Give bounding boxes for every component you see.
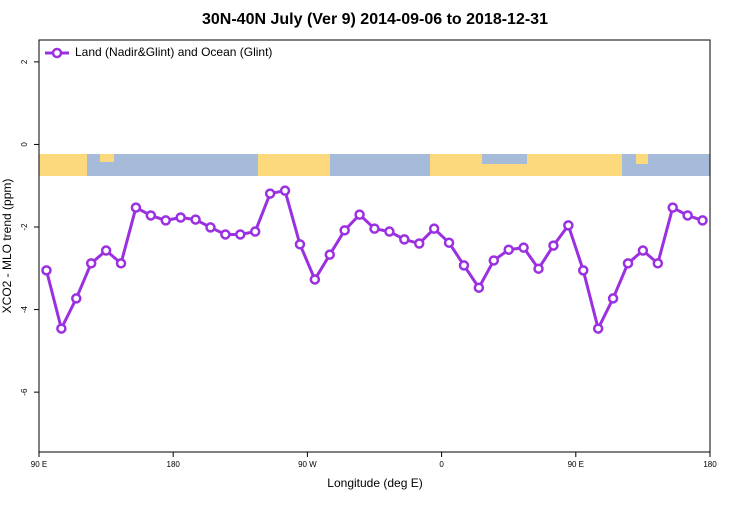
point <box>264 188 276 199</box>
x-tick-label: 90 W <box>298 460 317 469</box>
y-tick-label: -4 <box>20 305 29 313</box>
point <box>652 258 664 269</box>
point <box>56 323 67 334</box>
y-tick-label: 0 <box>20 142 29 147</box>
point <box>622 258 634 269</box>
y-tick-label: -6 <box>20 388 29 396</box>
x-tick-label: 180 <box>703 460 717 469</box>
point <box>145 210 157 221</box>
map-band <box>39 154 710 176</box>
point <box>175 212 186 223</box>
x-tick-label: 90 E <box>31 460 47 469</box>
point <box>354 209 365 220</box>
point <box>443 237 455 248</box>
point <box>130 202 142 213</box>
point <box>279 185 291 196</box>
point <box>637 245 649 256</box>
legend-label: Land (Nadir&Glint) and Ocean (Glint) <box>75 45 272 59</box>
point <box>205 222 216 233</box>
point <box>548 240 559 251</box>
point <box>518 242 529 253</box>
point <box>190 214 201 225</box>
point <box>294 239 306 250</box>
x-axis-label: Longitude (deg E) <box>327 476 422 490</box>
point <box>309 274 321 285</box>
point <box>324 249 336 260</box>
point <box>458 260 470 271</box>
y-tick-label: -2 <box>20 223 29 231</box>
point <box>220 229 231 240</box>
point <box>100 245 112 256</box>
point <box>607 293 619 304</box>
point <box>697 215 708 226</box>
plot-frame <box>38 39 711 453</box>
point <box>339 225 350 236</box>
point <box>682 210 693 221</box>
point <box>533 263 544 274</box>
point <box>235 229 246 240</box>
point <box>563 220 574 231</box>
point <box>71 293 82 304</box>
series-line <box>45 188 704 333</box>
point <box>160 215 171 226</box>
chart-title: 30N-40N July (Ver 9) 2014-09-06 to 2018-… <box>202 11 548 28</box>
point <box>473 282 485 293</box>
point <box>384 226 395 237</box>
x-tick-label: 90 E <box>568 460 584 469</box>
point <box>85 258 97 269</box>
point <box>399 234 410 245</box>
point <box>667 202 678 213</box>
point <box>413 238 425 249</box>
y-tick-label: 2 <box>20 59 29 64</box>
y-axis-label: XCO2 - MLO trend (ppm) <box>0 179 14 314</box>
point <box>503 244 514 255</box>
point <box>488 255 500 266</box>
point <box>578 265 589 276</box>
point <box>592 323 604 334</box>
x-tick-label: 180 <box>167 460 181 469</box>
point <box>369 223 380 234</box>
legend-marker <box>51 47 63 59</box>
point <box>249 226 261 237</box>
x-tick-label: 0 <box>439 460 444 469</box>
point <box>115 258 127 269</box>
point <box>428 223 440 234</box>
point <box>41 265 52 276</box>
